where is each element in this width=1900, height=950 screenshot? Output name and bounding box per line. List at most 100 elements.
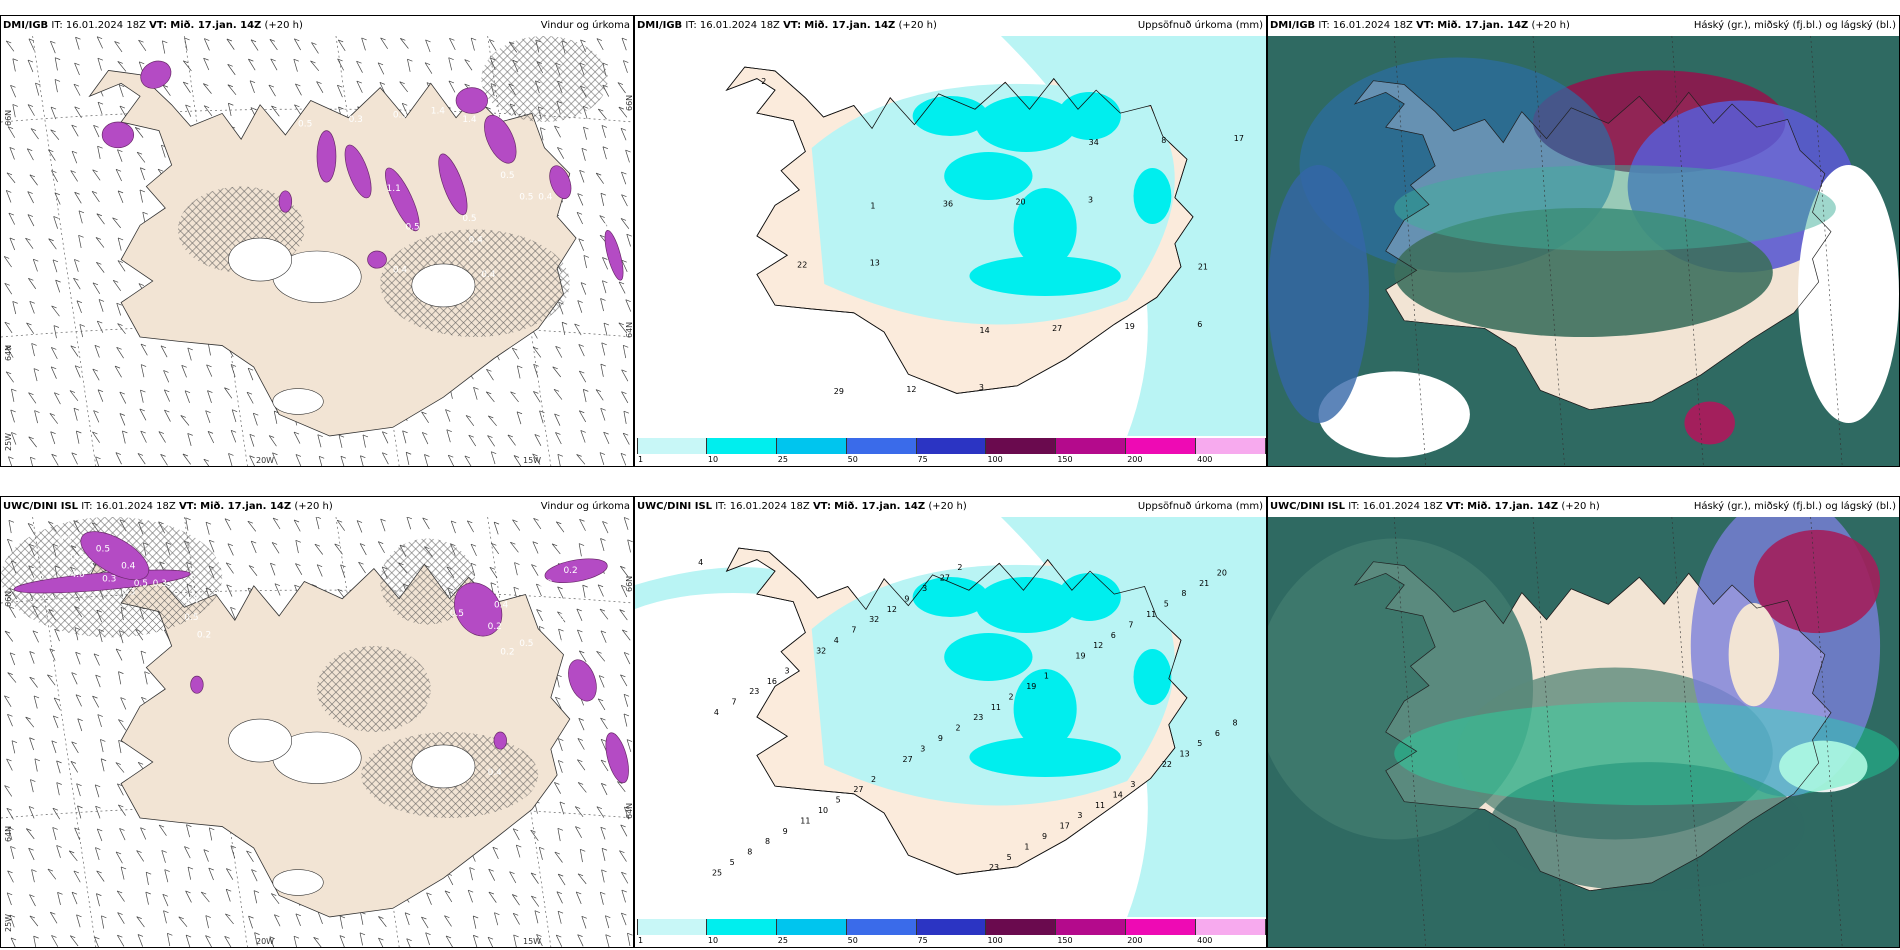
precip-value: 2 [871, 775, 876, 784]
precip-value: 9 [938, 734, 943, 743]
colorbar-tick: 150 [1057, 936, 1073, 945]
lat-label-66n-right: 66N [625, 575, 634, 592]
colorbar-tick: 200 [1127, 455, 1143, 464]
precip-label: 0.4 [538, 192, 553, 202]
precip-value: 19 [1075, 652, 1085, 661]
precip-value: 5 [836, 796, 841, 805]
precip-colorbar: 1 10 25 50 75 100 150 200 400 [635, 917, 1266, 947]
it-label: IT: [685, 20, 697, 31]
panel-header: DMI/IGB IT: 16.01.2024 18Z VT: Mið. 17.j… [1268, 16, 1899, 36]
precip-value: 9 [1042, 832, 1047, 841]
lon-label-25w: 25W [4, 913, 13, 932]
colorbar-tick: 25 [777, 936, 788, 945]
precip-value: 5 [1164, 600, 1169, 609]
precip-value: 27 [940, 574, 950, 583]
precip-value: 29 [834, 387, 844, 396]
it-label: IT: [1318, 20, 1330, 31]
panel-title: Vindur og úrkoma [540, 20, 630, 31]
precip-value: 19 [1125, 322, 1135, 331]
colorbar-tick: 150 [1057, 455, 1073, 464]
precip-label: 0.2 [500, 648, 514, 658]
lat-label-64n-right: 64N [625, 802, 634, 819]
valid-time: Mið. 17.jan. 14Z [1437, 20, 1529, 31]
colorbar-tick: 400 [1197, 936, 1213, 945]
precip-label: 0.3 [393, 111, 407, 121]
panel-header: UWC/DINI ISL IT: 16.01.2024 18Z VT: Mið.… [635, 497, 1266, 517]
map-panel-5: UWC/DINI ISL IT: 16.01.2024 18Z VT: Mið.… [634, 496, 1267, 948]
panel-title: Uppsöfnuð úrkoma (mm) [1137, 501, 1263, 512]
map-panel-3: DMI/IGB IT: 16.01.2024 18Z VT: Mið. 17.j… [1267, 15, 1900, 467]
precip-value: 27 [853, 785, 863, 794]
colorbar-tick: 75 [917, 455, 928, 464]
model-source: UWC/DINI ISL [3, 501, 79, 512]
vt-label: VT: [1416, 20, 1435, 31]
lat-label-66n: 66N [4, 590, 13, 607]
precip-value: 20 [1015, 197, 1025, 206]
init-time: 16.01.2024 18Z [729, 501, 810, 512]
colorbar-swatch [776, 919, 847, 935]
precip-value: 22 [797, 261, 807, 270]
colorbar-swatch [986, 438, 1057, 454]
panel-title: Háský (gr.), miðský (fj.bl.) og lágský (… [1693, 501, 1896, 512]
precip-value: 11 [991, 703, 1001, 712]
lat-label-64n: 64N [4, 344, 13, 361]
precip-value: 12 [1093, 641, 1103, 650]
precip-value: 36 [943, 199, 953, 208]
precip-value: 14 [980, 326, 990, 335]
precip-label: 0.5 [462, 214, 476, 224]
precip-label: 0.3 [121, 587, 135, 597]
cloud-map [1268, 36, 1899, 466]
precip-value: 8 [1181, 589, 1186, 598]
precip-value: 12 [906, 385, 916, 394]
precip-value: 5 [1197, 739, 1202, 748]
precip-value: 23 [749, 687, 759, 696]
model-source: UWC/DINI ISL [1270, 501, 1346, 512]
precip-value: 22 [1162, 760, 1172, 769]
lat-label-64n: 64N [4, 825, 13, 842]
panel-header: UWC/DINI ISL IT: 16.01.2024 18Z VT: Mið.… [1268, 497, 1899, 517]
lead-time: (+20 h) [1561, 501, 1600, 512]
lead-time: (+20 h) [1531, 20, 1570, 31]
precip-label: 0.4 [519, 587, 534, 597]
panel-header: UWC/DINI ISL IT: 16.01.2024 18Z VT: Mið.… [1, 497, 633, 517]
precip-value: 27 [1052, 324, 1062, 333]
map-panel-6: UWC/DINI ISL IT: 16.01.2024 18Z VT: Mið.… [1267, 496, 1900, 948]
wind-map: 0.2 1.4 0.5 0.3 0.3 1.1 0.5 1.4 0.5 0.5 0.3 0.4 0.5 0… [1, 36, 633, 466]
precip-label: 0.3 [538, 579, 552, 589]
precip-value: 1 [870, 201, 875, 210]
precip-label: 0.5 [184, 613, 198, 623]
map-panel-4: UWC/DINI ISL IT: 16.01.2024 18Z VT: Mið.… [0, 496, 634, 948]
init-time: 16.01.2024 18Z [1362, 501, 1443, 512]
colorbar-swatch [846, 438, 917, 454]
valid-time: Mið. 17.jan. 14Z [834, 501, 926, 512]
precip-label: 0.5 [519, 192, 533, 202]
colorbar-tick: 200 [1127, 936, 1143, 945]
panel-header: DMI/IGB IT: 16.01.2024 18Z VT: Mið. 17.j… [635, 16, 1266, 36]
colorbar-swatch [1196, 919, 1266, 935]
precip-map: 2 1 14 34 21 29 36 27 8 22 12 20 19 17 13 3 3 6 [635, 36, 1266, 436]
precip-value: 23 [973, 713, 983, 722]
precip-label: 0.2 [115, 89, 129, 99]
valid-time: Mið. 17.jan. 14Z [1467, 501, 1559, 512]
precip-label: 0.3 [58, 536, 72, 546]
precip-value: 7 [732, 698, 737, 707]
valid-time: Mið. 17.jan. 14Z [170, 20, 262, 31]
precip-label: 0.5 [405, 223, 419, 233]
precip-label: 4.0 [71, 570, 86, 580]
colorbar-tick: 1 [638, 455, 644, 464]
precip-label: 0.4 [494, 600, 509, 610]
precip-value: 8 [1161, 136, 1166, 145]
colorbar-swatch [1126, 438, 1197, 454]
panel-title: Háský (gr.), miðský (fj.bl.) og lágský (… [1693, 20, 1896, 31]
colorbar-swatch [776, 438, 847, 454]
colorbar-tick: 50 [847, 936, 858, 945]
vt-label: VT: [149, 20, 168, 31]
precip-value: 32 [816, 646, 826, 655]
precip-value: 4 [698, 558, 703, 567]
precip-value: 5 [1007, 853, 1012, 862]
valid-time: Mið. 17.jan. 14Z [804, 20, 896, 31]
precip-value: 20 [1217, 568, 1227, 577]
precip-label: 0.5 [519, 639, 533, 649]
init-time: 16.01.2024 18Z [1332, 20, 1413, 31]
precip-value: 2 [957, 563, 962, 572]
